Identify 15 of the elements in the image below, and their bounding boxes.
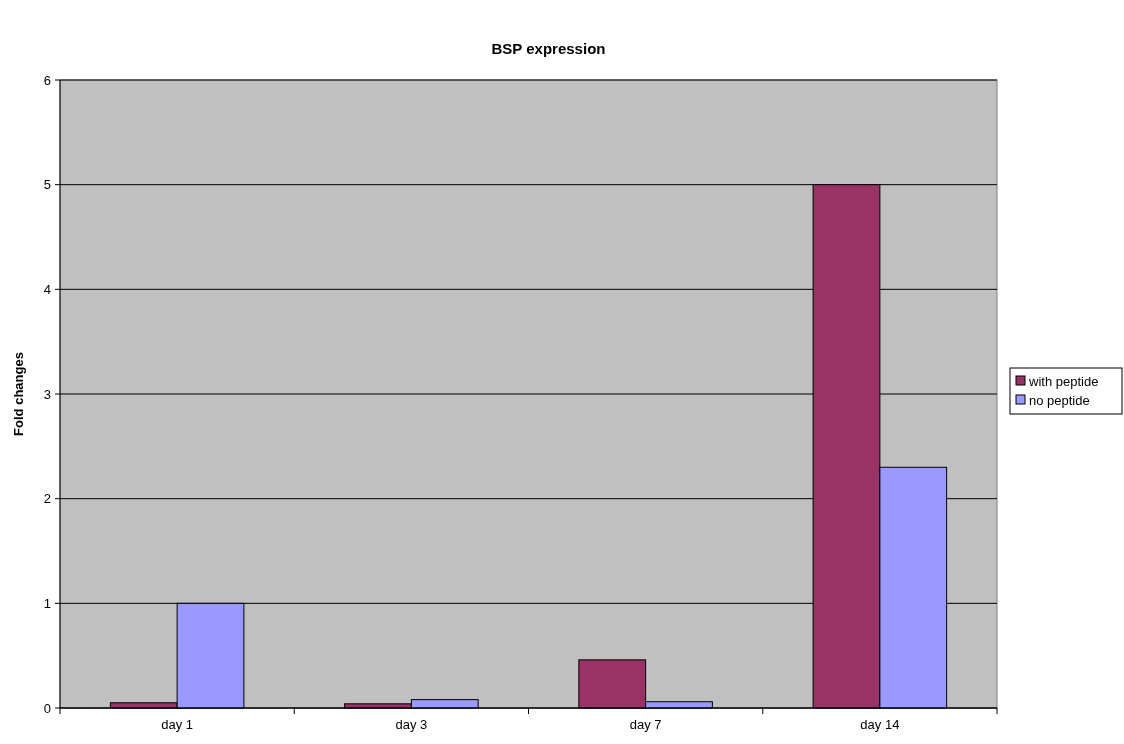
y-tick-label: 1 [43,595,51,611]
chart-title: BSP expression [491,40,606,57]
y-tick-label: 2 [43,491,51,507]
x-tick-label: day 3 [395,717,428,732]
x-tick-label: day 7 [629,717,662,732]
legend-label: no peptide [1029,392,1090,408]
x-tick-label: day 1 [161,717,194,732]
y-tick-label: 6 [43,72,51,88]
x-tick-label: day 14 [860,717,900,732]
legend-label: with peptide [1028,373,1099,389]
y-tick-label: 4 [43,281,51,297]
y-tick-label: 3 [43,386,51,402]
y-tick-label: 0 [43,700,51,716]
y-tick-label: 5 [43,177,51,193]
y-axis-title: Fold changes [11,352,26,436]
